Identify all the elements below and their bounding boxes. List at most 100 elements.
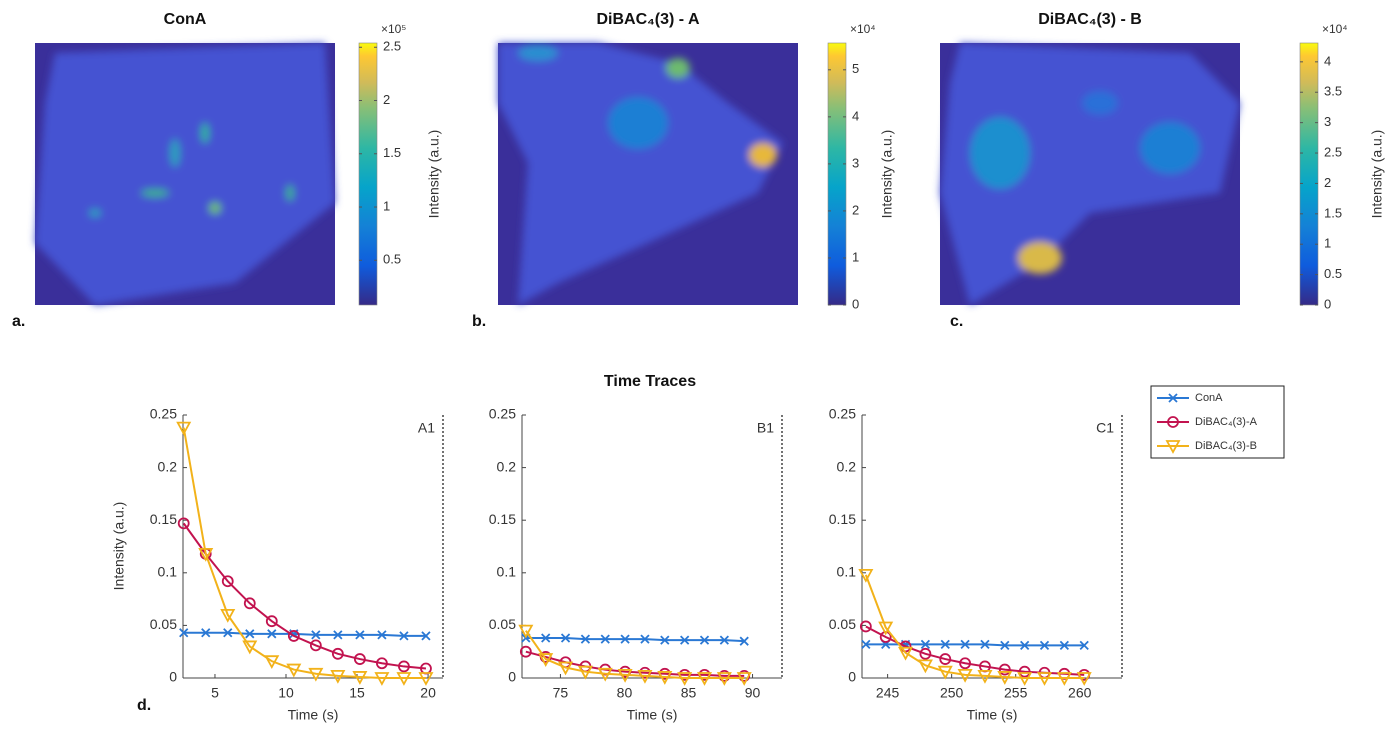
colorbar-tick-label: 0.5 — [383, 252, 401, 267]
data-point — [519, 645, 532, 658]
data-point — [716, 672, 732, 686]
legend-label: DiBAC₄(3)-A — [1195, 416, 1258, 428]
data-point — [696, 672, 713, 686]
x-tick-label: 75 — [553, 685, 569, 701]
colorbar-tick-label: 0 — [1324, 296, 1331, 311]
y-tick-label: 0.2 — [497, 458, 517, 474]
bright-spot — [286, 185, 294, 201]
y-tick-label: 0.15 — [829, 511, 856, 527]
colorbar-tick-label: 1 — [1324, 236, 1331, 251]
data-point — [333, 630, 343, 640]
colorbar — [828, 43, 846, 305]
data-point — [1056, 672, 1072, 686]
colorbar-tick-label: 1 — [852, 249, 859, 264]
data-point — [680, 635, 690, 645]
data-point — [242, 640, 258, 655]
data-point — [898, 646, 914, 661]
panel-annotation: A1 — [418, 420, 435, 436]
data-point — [997, 671, 1013, 685]
bright-spot — [1018, 242, 1062, 274]
data-point — [937, 665, 953, 680]
data-point — [1020, 640, 1030, 651]
data-point — [620, 634, 630, 644]
image-title: ConA — [164, 11, 207, 28]
data-point — [1036, 672, 1053, 686]
x-tick-label: 85 — [681, 685, 697, 701]
data-point — [1018, 665, 1031, 678]
cell-region — [940, 43, 1240, 305]
colorbar-label: Intensity (a.u.) — [426, 130, 442, 219]
colorbar-tick-label: 5 — [852, 61, 859, 76]
y-tick-label: 0.05 — [829, 616, 856, 632]
data-point — [221, 575, 234, 588]
cell-region — [498, 43, 783, 305]
colorbar-label: Intensity (a.u.) — [879, 130, 895, 219]
colorbar-tick-label: 2 — [1324, 175, 1331, 190]
data-point — [1165, 440, 1181, 454]
data-point — [699, 635, 710, 645]
colorbar-tick-label: 4 — [1324, 53, 1331, 68]
data-point — [331, 647, 344, 660]
colorbar-tick-label: 2 — [383, 92, 390, 107]
data-point — [597, 667, 613, 682]
data-point — [617, 668, 633, 683]
colorbar-label: Intensity (a.u.) — [1369, 130, 1385, 219]
x-axis-label: Time (s) — [967, 707, 1018, 723]
data-point — [1079, 640, 1089, 651]
colorbar-tick-label: 1.5 — [383, 145, 401, 160]
data-point — [220, 608, 236, 623]
data-point — [1167, 416, 1179, 428]
y-tick-label: 0.2 — [837, 458, 857, 474]
series-line — [525, 637, 745, 643]
data-point — [657, 671, 673, 685]
bright-spot — [1140, 122, 1200, 174]
data-point — [940, 639, 950, 649]
x-tick-label: 255 — [1004, 685, 1028, 701]
data-point — [861, 639, 871, 649]
legend-label: ConA — [1195, 392, 1223, 404]
bright-spot — [608, 97, 668, 149]
image-title: DiBAC₄(3) - A — [596, 11, 699, 28]
data-point — [920, 639, 931, 649]
panel-label: c. — [950, 313, 963, 330]
data-point — [267, 629, 277, 639]
colorbar-tick-label: 4 — [852, 108, 859, 123]
panel-annotation: C1 — [1096, 420, 1114, 436]
panel-label: b. — [472, 313, 486, 330]
colorbar-tick-label: 2.5 — [383, 39, 401, 54]
data-point — [640, 634, 650, 644]
colorbar-tick-label: 1 — [383, 198, 390, 213]
data-point — [201, 628, 211, 638]
data-point — [739, 636, 749, 646]
data-point — [353, 653, 366, 665]
data-point — [287, 630, 300, 642]
y-tick-label: 0 — [169, 669, 177, 685]
image-title: DiBAC₄(3) - B — [1038, 11, 1142, 28]
data-point — [421, 631, 431, 641]
y-tick-label: 0.25 — [489, 406, 516, 422]
colorbar-exponent: ×10⁵ — [381, 22, 406, 36]
series-line — [864, 574, 1085, 679]
data-point — [859, 620, 872, 633]
data-point — [309, 639, 322, 652]
colorbar-frame — [358, 42, 378, 306]
x-tick-label: 260 — [1068, 685, 1092, 701]
data-point — [637, 669, 653, 684]
data-point — [177, 517, 190, 530]
panel-annotation: B1 — [757, 420, 774, 436]
legend-label: DiBAC₄(3)-B — [1195, 440, 1257, 452]
panel-label: d. — [137, 697, 151, 714]
data-point — [977, 669, 993, 684]
x-tick-label: 90 — [745, 685, 761, 701]
data-point — [1017, 672, 1033, 686]
y-tick-label: 0 — [848, 669, 856, 685]
series-line — [865, 625, 1085, 676]
colorbar-tick-label: 3 — [1324, 114, 1331, 129]
data-point — [330, 669, 346, 684]
data-point — [1039, 640, 1050, 651]
bright-spot — [518, 45, 558, 61]
data-point — [245, 629, 255, 639]
data-point — [719, 635, 730, 645]
data-point — [179, 628, 189, 638]
